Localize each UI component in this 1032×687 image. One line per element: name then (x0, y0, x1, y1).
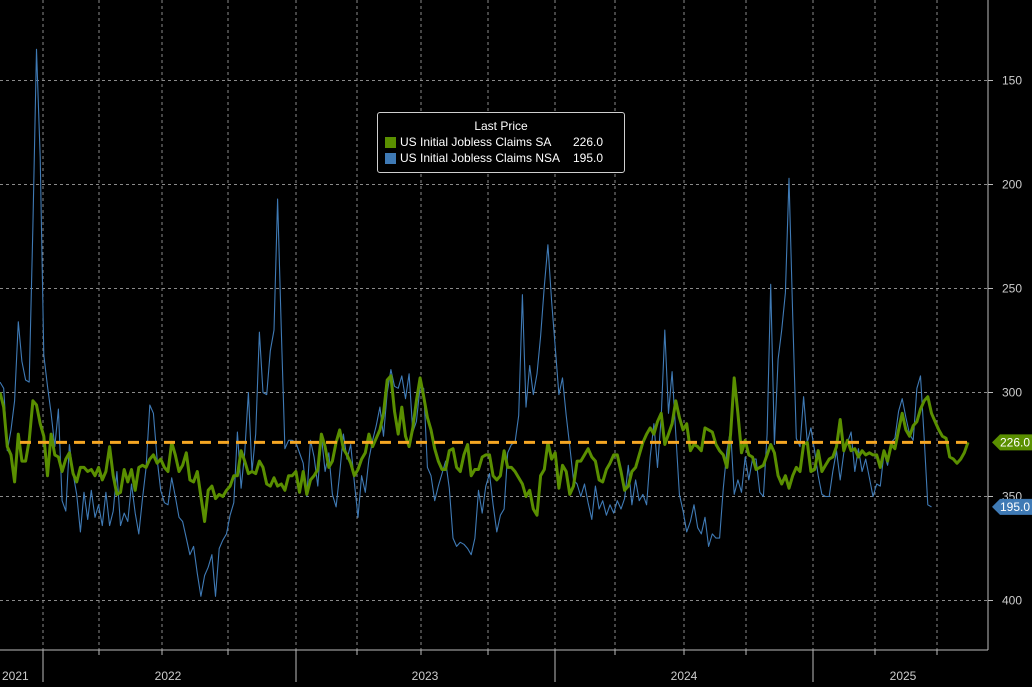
y-tick-label-300: 250 (1002, 282, 1022, 296)
legend-swatch-sa (385, 136, 396, 148)
last-value-label-0: 226.0 (1000, 435, 1030, 449)
y-tick-label-150: 400 (1002, 594, 1022, 608)
legend-entry-sa: US Initial Jobless Claims SA 226.0 (378, 134, 624, 150)
x-tick-label-2022: 2022 (155, 669, 182, 682)
x-tick-label-2021: 2021 (2, 669, 29, 682)
last-value-label-1: 195.0 (1000, 500, 1030, 514)
legend-label-nsa: US Initial Jobless Claims NSA (400, 151, 561, 165)
x-tick-label-2025: 2025 (890, 669, 917, 682)
legend-swatch-nsa (385, 152, 396, 164)
legend-entry-nsa: US Initial Jobless Claims NSA 195.0 (378, 150, 624, 166)
series-line-sa (0, 374, 970, 523)
y-tick-label-400: 150 (1002, 74, 1022, 88)
y-tick-label-250: 300 (1002, 386, 1022, 400)
x-tick-label-2023: 2023 (412, 669, 439, 682)
y-tick-label-350: 200 (1002, 178, 1022, 192)
legend-value-nsa: 195.0 (573, 151, 604, 165)
legend-value-sa: 226.0 (573, 135, 604, 149)
series-line-nsa (0, 48, 932, 597)
legend-title: Last Price (474, 119, 528, 133)
legend-label-sa: US Initial Jobless Claims SA (400, 135, 552, 149)
x-tick-label-2024: 2024 (671, 669, 698, 682)
last-value-tag-1 (992, 498, 1032, 515)
chart-legend: Last Price US Initial Jobless Claims SA … (377, 112, 625, 173)
last-value-tag-0 (992, 434, 1032, 451)
